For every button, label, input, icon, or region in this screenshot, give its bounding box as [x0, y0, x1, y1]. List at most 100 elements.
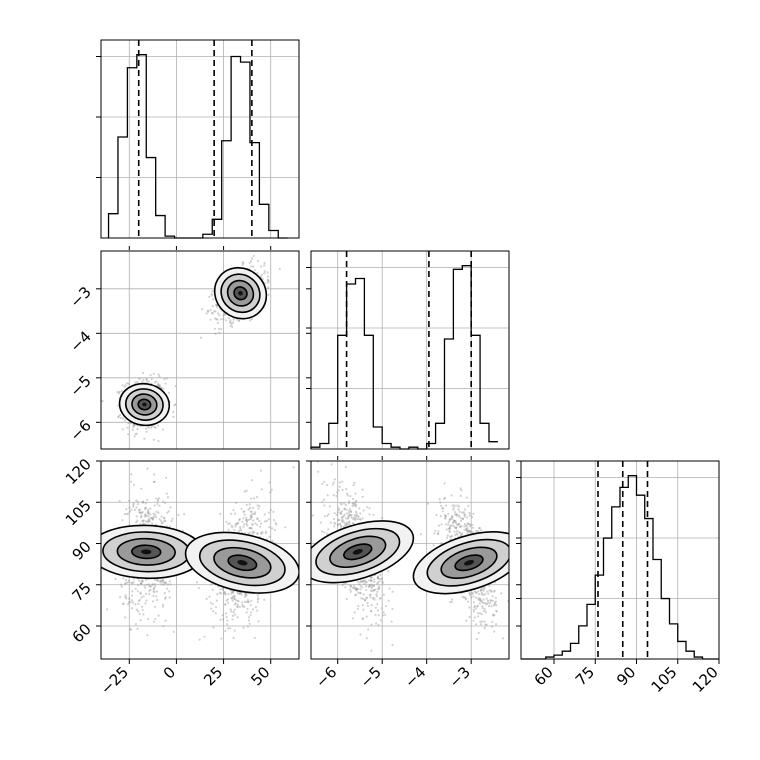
sample-point — [367, 628, 370, 631]
sample-point — [233, 608, 236, 611]
sample-point — [157, 382, 160, 386]
sample-point — [448, 527, 451, 530]
sample-point — [156, 579, 159, 582]
sample-point — [257, 597, 260, 600]
sample-point — [467, 504, 470, 508]
sample-point — [157, 579, 160, 582]
sample-point — [358, 583, 361, 586]
sample-point — [101, 400, 104, 403]
sample-point — [447, 512, 450, 516]
sample-point — [212, 298, 215, 301]
sample-point — [138, 511, 141, 514]
sample-point — [263, 262, 266, 265]
sample-point — [349, 585, 353, 588]
sample-point — [163, 519, 166, 522]
sample-point — [127, 603, 130, 606]
sample-point — [211, 290, 214, 293]
sample-point — [337, 518, 340, 522]
sample-point — [206, 309, 209, 312]
sample-point — [214, 303, 218, 306]
sample-point — [154, 617, 157, 621]
histogram-step — [310, 265, 498, 450]
sample-point — [333, 478, 336, 481]
hist-panel-3 — [516, 460, 720, 660]
sample-point — [480, 529, 483, 532]
sample-point — [376, 609, 379, 612]
panel-frame — [310, 460, 510, 660]
sample-point — [157, 498, 160, 501]
sample-point — [230, 322, 233, 326]
sample-point — [355, 512, 358, 515]
sample-point — [344, 465, 347, 469]
sample-point — [210, 294, 213, 297]
sample-point — [365, 597, 368, 600]
sample-point — [365, 585, 368, 588]
sample-point — [144, 508, 147, 511]
sample-point — [370, 603, 373, 607]
sample-point — [163, 517, 166, 520]
sample-point — [341, 520, 344, 524]
sample-point — [248, 518, 251, 521]
contour-line — [426, 538, 509, 587]
sample-point — [484, 611, 487, 614]
sample-point — [345, 517, 348, 520]
sample-point — [479, 589, 482, 592]
sample-point — [141, 380, 144, 383]
sample-point — [248, 527, 251, 530]
sample-point — [138, 579, 141, 582]
sample-point — [484, 593, 487, 596]
sample-point — [373, 598, 376, 601]
sample-point — [232, 321, 235, 324]
sample-point — [209, 308, 212, 312]
sample-point — [470, 596, 473, 599]
sample-point — [355, 514, 358, 517]
sample-point — [229, 608, 232, 611]
sample-point — [127, 457, 129, 459]
sample-point — [442, 507, 445, 510]
sample-point — [466, 522, 470, 525]
sample-point — [266, 275, 269, 278]
sample-point — [473, 616, 476, 619]
sample-point — [493, 630, 496, 633]
sample-point — [451, 524, 454, 527]
sample-point — [347, 523, 350, 526]
sample-point — [242, 525, 245, 528]
sample-point — [349, 508, 352, 511]
sample-point — [256, 272, 259, 275]
sample-point — [241, 520, 244, 523]
sample-point — [128, 510, 132, 513]
sample-point — [352, 518, 355, 521]
sample-point — [502, 637, 505, 640]
sample-point — [221, 614, 224, 617]
sample-point — [231, 618, 234, 621]
sample-point — [165, 476, 168, 479]
sample-point — [127, 421, 130, 425]
sample-point — [148, 589, 151, 592]
sample-point — [148, 517, 151, 520]
sample-point — [256, 598, 259, 601]
sample-point — [471, 523, 474, 526]
sample-point — [336, 491, 339, 494]
sample-point — [242, 510, 245, 513]
sample-point — [158, 518, 161, 521]
sample-point — [152, 588, 155, 591]
sample-point — [163, 582, 166, 585]
sample-point — [229, 320, 232, 324]
sample-point — [359, 518, 362, 521]
sample-point — [249, 319, 252, 322]
sample-point — [484, 602, 487, 605]
sample-point — [475, 529, 478, 533]
sample-point — [456, 533, 459, 536]
sample-point — [250, 510, 253, 513]
sample-point — [361, 580, 364, 583]
sample-point — [222, 592, 225, 595]
sample-point — [358, 517, 361, 521]
sample-point — [455, 532, 458, 535]
sample-point — [243, 510, 246, 513]
sample-point — [161, 579, 164, 582]
sample-point — [243, 605, 246, 608]
density-level — [464, 559, 475, 566]
sample-point — [162, 516, 165, 519]
sample-point — [142, 500, 145, 503]
contour-line — [124, 388, 164, 421]
